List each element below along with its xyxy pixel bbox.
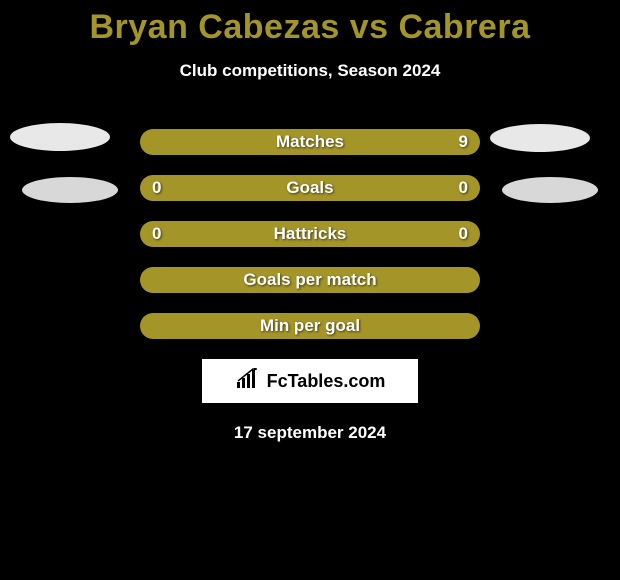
- decorative-ellipse: [502, 177, 598, 203]
- chart-icon: [235, 368, 261, 395]
- logo-text: FcTables.com: [267, 371, 386, 392]
- page-title: Bryan Cabezas vs Cabrera: [0, 0, 620, 47]
- stat-right-value: 0: [459, 224, 468, 244]
- stat-rows: Matches90Goals00Hattricks0Goals per matc…: [0, 129, 620, 339]
- stat-label: Matches: [140, 132, 480, 152]
- stat-row: 0Goals0: [140, 175, 480, 201]
- stat-label: Hattricks: [140, 224, 480, 244]
- stat-row: 0Hattricks0: [140, 221, 480, 247]
- decorative-ellipse: [490, 124, 590, 152]
- stat-left-value: 0: [152, 224, 161, 244]
- stat-right-value: 9: [459, 132, 468, 152]
- decorative-ellipse: [10, 123, 110, 151]
- date-line: 17 september 2024: [0, 423, 620, 443]
- stat-right-value: 0: [459, 178, 468, 198]
- stat-label: Goals per match: [140, 270, 480, 290]
- stat-row: Matches9: [140, 129, 480, 155]
- subtitle: Club competitions, Season 2024: [0, 61, 620, 81]
- decorative-ellipse: [22, 177, 118, 203]
- stat-label: Goals: [140, 178, 480, 198]
- stat-row: Min per goal: [140, 313, 480, 339]
- stat-row: Goals per match: [140, 267, 480, 293]
- logo-box: FcTables.com: [202, 359, 418, 403]
- stat-left-value: 0: [152, 178, 161, 198]
- stat-label: Min per goal: [140, 316, 480, 336]
